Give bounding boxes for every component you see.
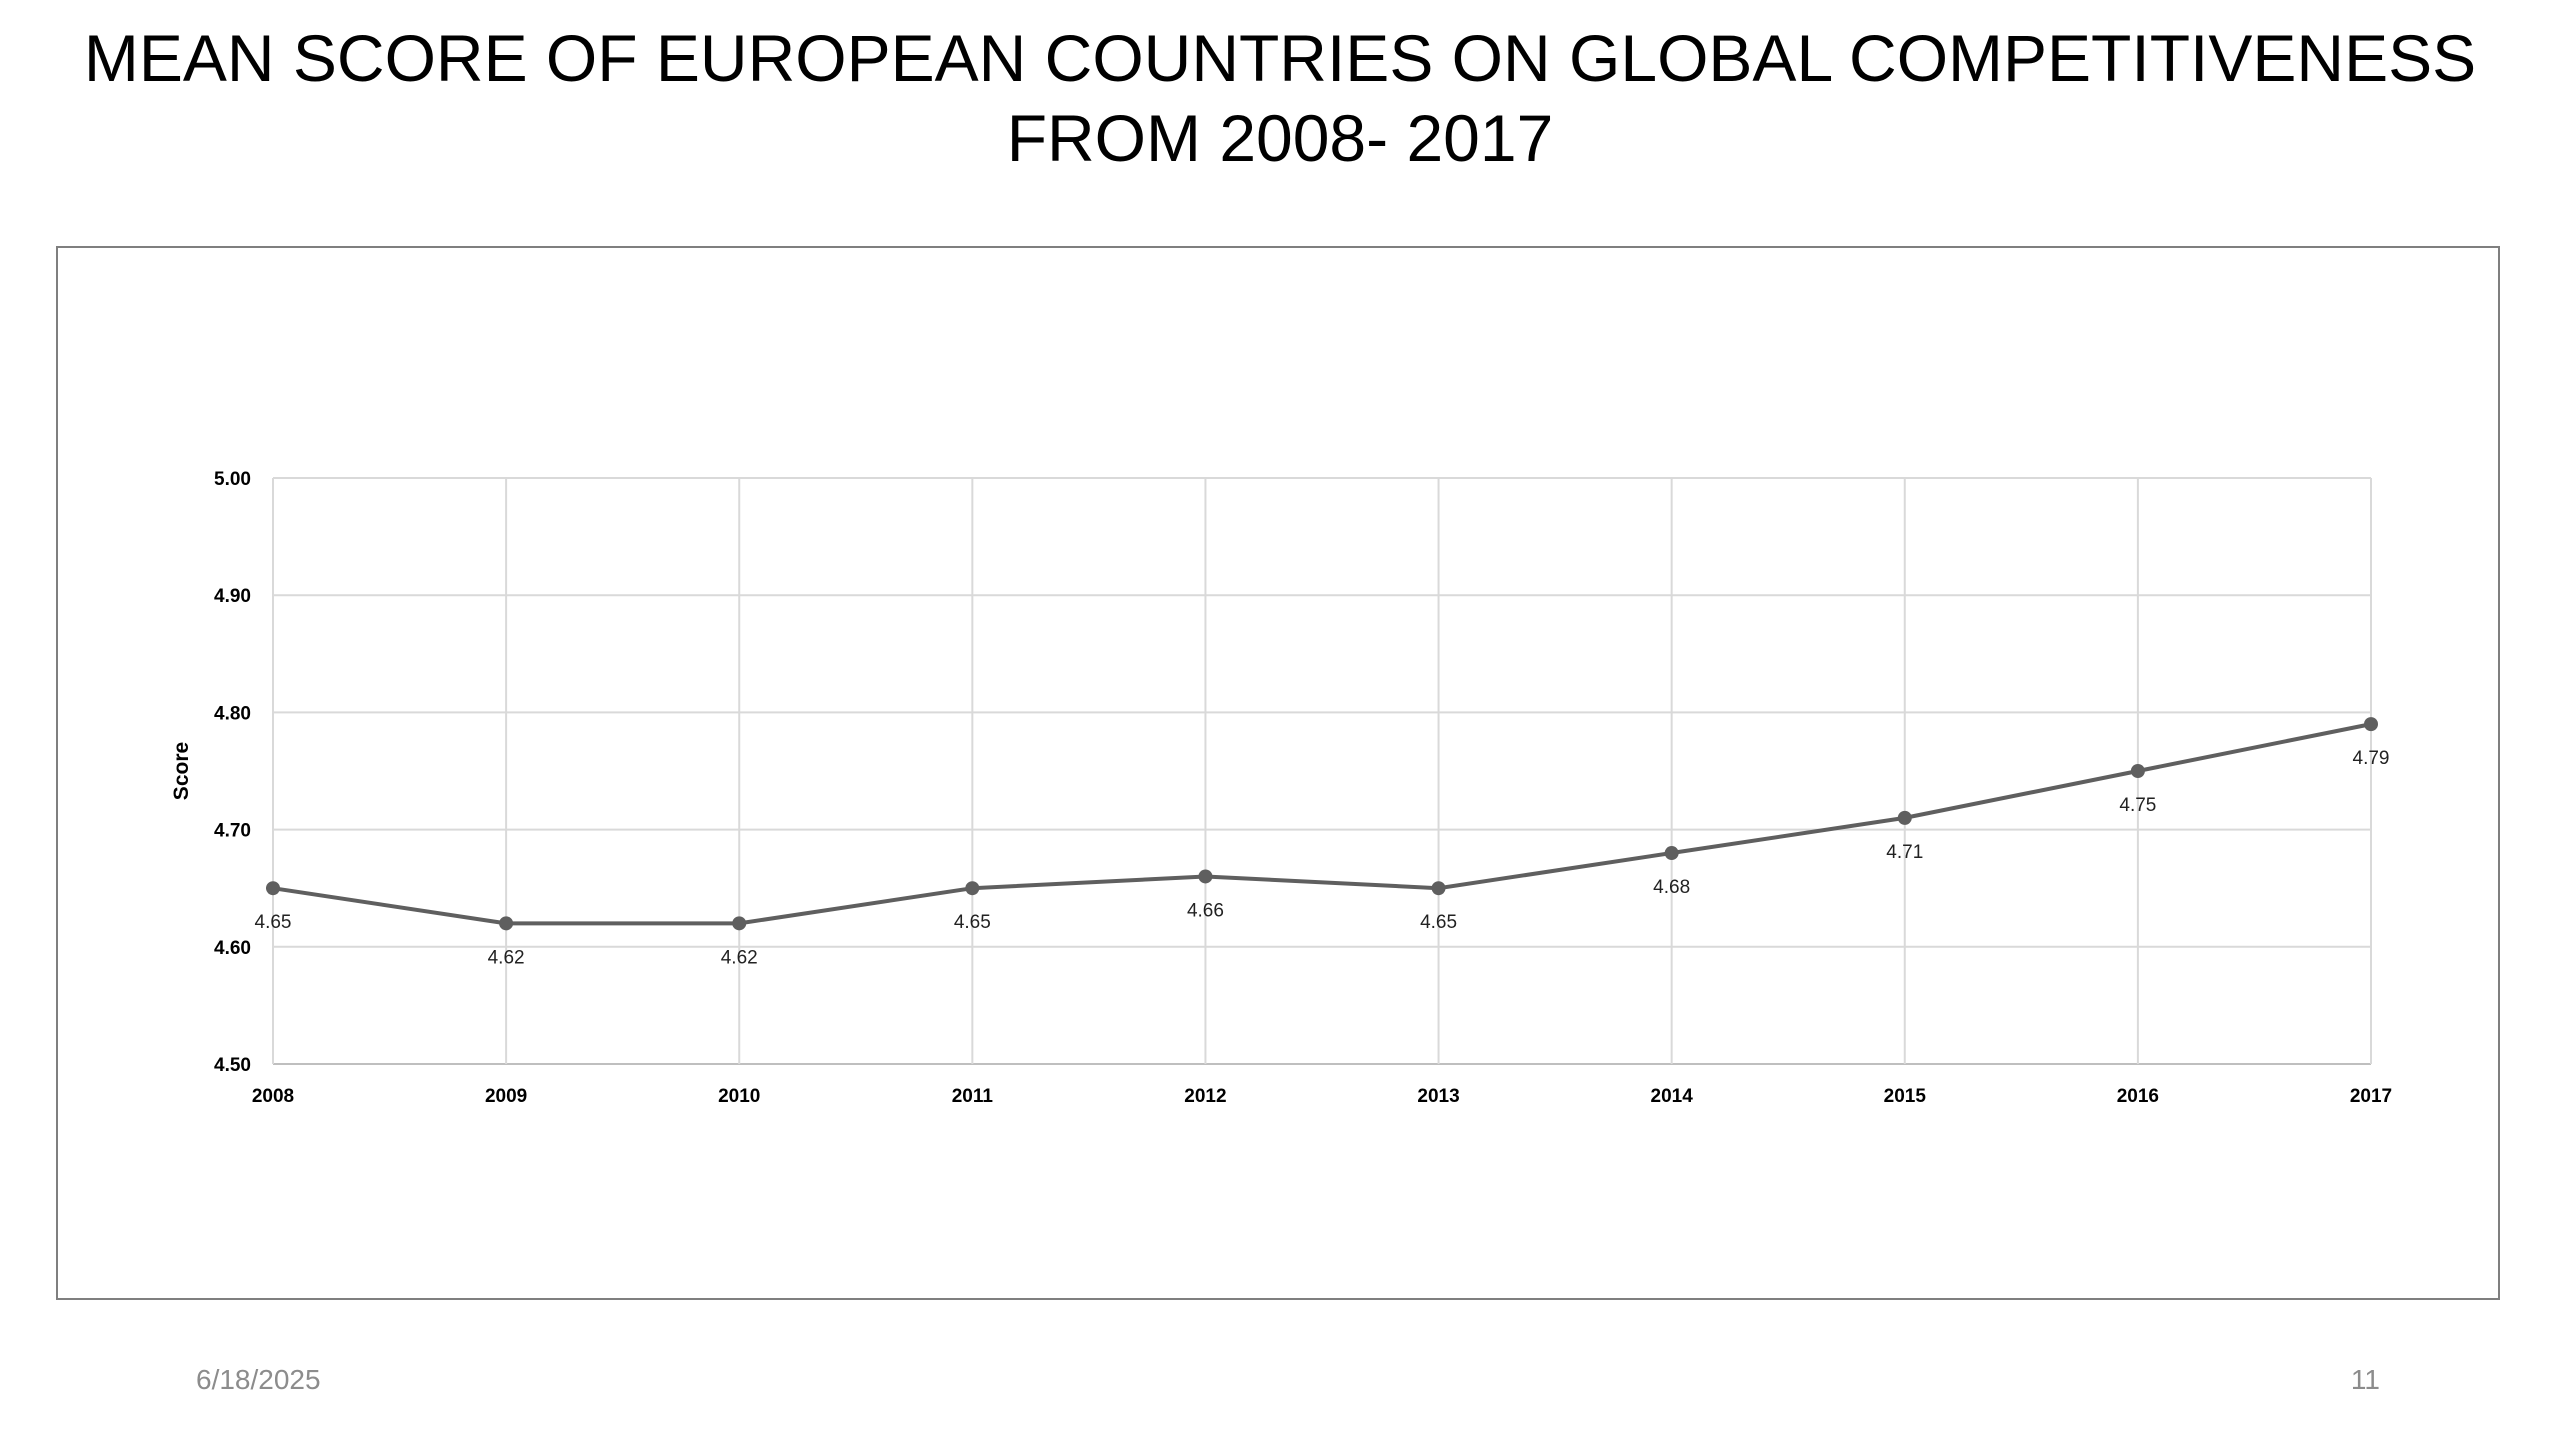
x-tick-label: 2014 (1651, 1086, 1694, 1107)
x-tick-label: 2013 (1417, 1086, 1459, 1107)
data-labels: 4.65 4.62 4.62 4.65 4.66 4.65 4.68 4.71 4.75 4.79 (255, 748, 2390, 968)
data-label: 4.62 (721, 947, 758, 968)
y-tick-label: 5.00 (214, 469, 251, 490)
y-tick-label: 4.90 (214, 586, 251, 607)
axes: 4.50 4.60 4.70 4.80 4.90 5.00 2008 2009 2010 2011… (170, 469, 2392, 1107)
x-tick-label: 2016 (2117, 1086, 2159, 1107)
data-label: 4.68 (1653, 877, 1690, 898)
data-label: 4.71 (1886, 842, 1923, 863)
x-tick-label: 2011 (952, 1086, 994, 1107)
data-point (1897, 810, 1912, 825)
y-tick-label: 4.60 (214, 938, 251, 959)
data-point (1431, 881, 1446, 896)
data-label: 4.65 (255, 912, 292, 933)
series-line (272, 722, 2372, 926)
data-point (1664, 846, 1679, 861)
footer-date: 6/18/2025 (196, 1364, 321, 1395)
data-label: 4.62 (488, 947, 525, 968)
data-point (499, 916, 514, 931)
data-point (2130, 764, 2145, 778)
data-point (965, 881, 980, 896)
data-label: 4.66 (1187, 900, 1224, 921)
x-tick-label: 2008 (252, 1086, 294, 1107)
data-point (2364, 717, 2378, 732)
y-tick-label: 4.50 (214, 1055, 251, 1076)
x-tick-label: 2015 (1884, 1086, 1927, 1107)
x-tick-label: 2017 (2350, 1086, 2392, 1107)
x-tick-label: 2012 (1184, 1086, 1226, 1107)
y-axis-title: Score (170, 742, 193, 800)
y-tick-label: 4.80 (214, 703, 251, 724)
page-number: 11 (2350, 1364, 2380, 1395)
data-label: 4.65 (1420, 912, 1457, 933)
line-chart: 4.50 4.60 4.70 4.80 4.90 5.00 2008 2009 2010 2011… (170, 469, 2392, 1107)
slide-title: MEAN SCORE OF EUROPEAN COUNTRIES ON GLOB… (83, 21, 2477, 175)
data-point (1198, 869, 1213, 884)
data-label: 4.79 (2353, 748, 2390, 769)
data-point (732, 916, 747, 931)
x-tick-label: 2010 (718, 1086, 760, 1107)
y-tick-label: 4.70 (214, 821, 251, 842)
data-point (266, 881, 280, 896)
data-label: 4.65 (954, 912, 991, 933)
x-tick-label: 2009 (485, 1086, 527, 1107)
grid-lines (272, 477, 2372, 1065)
chart-frame: 4.50 4.60 4.70 4.80 4.90 5.00 2008 2009 2010 2011… (56, 246, 2500, 1300)
data-series (266, 717, 2378, 931)
data-label: 4.75 (2119, 795, 2156, 816)
